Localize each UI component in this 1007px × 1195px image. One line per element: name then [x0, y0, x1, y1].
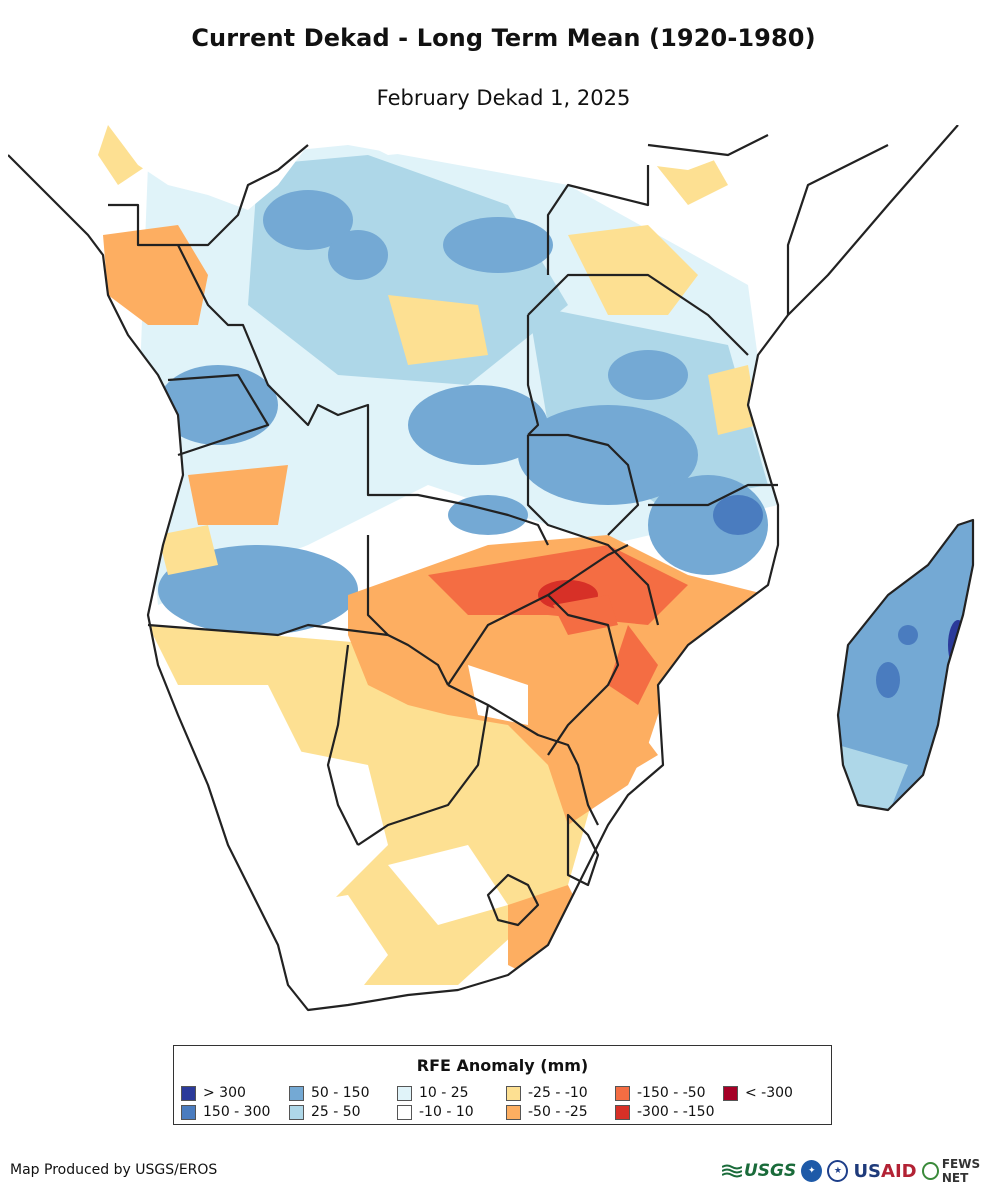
- legend-label: < -300: [745, 1085, 793, 1101]
- noaa-seal-icon: ✦: [801, 1160, 823, 1182]
- country-borders: [8, 125, 975, 1012]
- usgs-wave-icon: [722, 1164, 742, 1178]
- legend-label: > 300: [203, 1085, 246, 1101]
- legend-label: 25 - 50: [311, 1104, 361, 1120]
- madagascar-anomaly-layer: [838, 520, 973, 810]
- legend-box: RFE Anomaly (mm) > 300 150 - 300 50 - 150 2…: [173, 1045, 832, 1125]
- legend-item: 10 - 25: [397, 1084, 469, 1102]
- legend-label: -10 - 10: [419, 1104, 474, 1120]
- fews-net-logo-text: FEWS NET: [941, 1157, 981, 1185]
- legend-swatch: [615, 1085, 630, 1101]
- legend-label: -25 - -10: [528, 1085, 588, 1101]
- rainfall-anomaly-map: [8, 125, 975, 1012]
- legend-swatch: [397, 1085, 412, 1101]
- legend-item: -300 - -150: [615, 1103, 715, 1121]
- legend-swatch: [181, 1085, 196, 1101]
- legend-item: -25 - -10: [506, 1084, 588, 1102]
- legend-item: 150 - 300: [181, 1103, 270, 1121]
- legend-item: < -300: [723, 1084, 793, 1102]
- legend-swatch: [506, 1085, 521, 1101]
- logo-bar: USGS ✦ ★ USAID FEWS NET: [722, 1157, 1007, 1185]
- usaid-logo-aid: AID: [881, 1160, 917, 1182]
- state-seal-icon: ★: [827, 1160, 849, 1182]
- usaid-logo-us: US: [853, 1160, 882, 1182]
- legend-item: -50 - -25: [506, 1103, 588, 1121]
- usgs-logo: USGS: [722, 1161, 796, 1181]
- legend-label: -50 - -25: [528, 1104, 588, 1120]
- legend-title: RFE Anomaly (mm): [416, 1056, 589, 1075]
- legend-swatch: [615, 1104, 630, 1120]
- map-title: Current Dekad - Long Term Mean (1920-198…: [191, 24, 816, 52]
- legend-label: -300 - -150: [637, 1104, 715, 1120]
- legend-item: > 300: [181, 1084, 246, 1102]
- map-credit: Map Produced by USGS/EROS: [10, 1162, 218, 1178]
- legend-swatch: [289, 1104, 304, 1120]
- fews-globe-icon: [921, 1162, 939, 1180]
- legend-swatch: [723, 1085, 738, 1101]
- fews-net-logo: FEWS NET: [921, 1157, 1007, 1185]
- legend-label: -150 - -50: [637, 1085, 706, 1101]
- legend-item: 25 - 50: [289, 1103, 361, 1121]
- legend-label: 50 - 150: [311, 1085, 370, 1101]
- legend-item: -10 - 10: [397, 1103, 474, 1121]
- usaid-logo: USAID: [853, 1161, 916, 1182]
- legend-label: 150 - 300: [203, 1104, 271, 1120]
- legend-item: -150 - -50: [615, 1084, 706, 1102]
- legend-swatch: [181, 1104, 196, 1120]
- usgs-logo-text: USGS: [744, 1161, 797, 1181]
- map-subtitle: February Dekad 1, 2025: [376, 86, 631, 110]
- legend-swatch: [397, 1104, 412, 1120]
- legend-swatch: [506, 1104, 521, 1120]
- legend-label: 10 - 25: [419, 1085, 469, 1101]
- legend-swatch: [289, 1085, 304, 1101]
- legend-item: 50 - 150: [289, 1084, 370, 1102]
